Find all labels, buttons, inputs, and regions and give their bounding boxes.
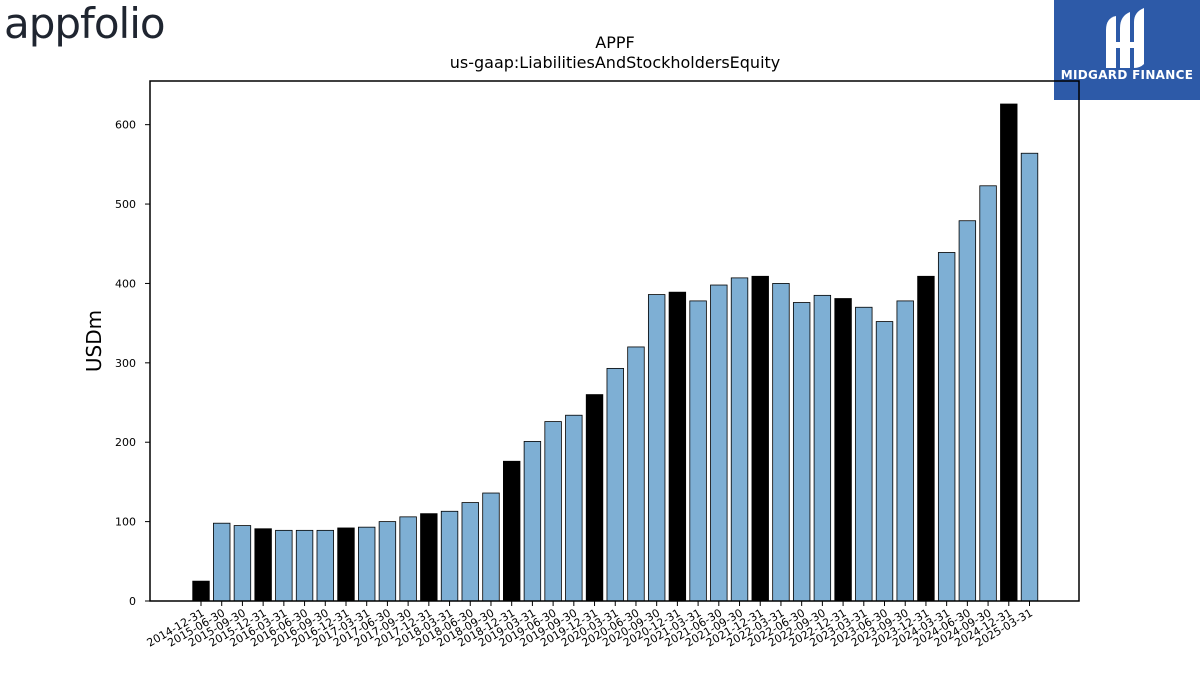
bar-2018-12-31: [502, 460, 521, 602]
bar-2022-12-31: [834, 298, 852, 602]
y-ticks-group: 0 100 200 300 400 500 600: [115, 119, 150, 608]
bars-group: [192, 103, 1039, 602]
chart-title: APPF: [595, 33, 634, 52]
bar-2016-06-30: [295, 529, 314, 602]
bar-2025-03-31: [1020, 152, 1039, 602]
midgard-mark-icon: [1106, 8, 1144, 68]
y-tick-label: 100: [115, 516, 136, 529]
y-tick-label: 300: [115, 357, 136, 370]
bar-2015-06-30: [213, 522, 231, 602]
bar-2024-06-30: [958, 220, 977, 602]
bar-2024-09-30: [979, 185, 997, 602]
bar-2020-09-30: [647, 294, 666, 602]
bar-2024-12-31: [1000, 103, 1018, 602]
bar-2023-12-31: [917, 275, 935, 602]
bar-2020-03-31: [606, 367, 624, 602]
y-tick-label: 0: [129, 595, 136, 608]
bar-2018-09-30: [482, 492, 500, 602]
bar-2022-06-30: [792, 302, 811, 602]
bar-2019-03-31: [523, 441, 542, 602]
bar-2024-03-31: [937, 252, 956, 602]
y-axis-label: USDm: [82, 310, 106, 372]
bar-2022-09-30: [813, 294, 832, 602]
bar-2016-12-31: [337, 527, 355, 602]
chart-subtitle: us-gaap:LiabilitiesAndStockholdersEquity: [450, 53, 781, 72]
bar-2023-03-31: [855, 306, 873, 602]
bar-2018-03-31: [440, 510, 459, 602]
x-ticks-group: 2014-12-312015-06-302015-09-302015-12-31…: [145, 601, 1035, 650]
bar-2015-09-30: [233, 525, 252, 602]
bar-2021-09-30: [730, 277, 749, 602]
y-tick-label: 600: [115, 119, 136, 132]
bar-2021-06-30: [710, 284, 728, 602]
bar-2018-06-30: [461, 502, 479, 602]
bar-2023-06-30: [875, 321, 894, 602]
midgard-logo-text: MIDGARD FINANCE: [1060, 68, 1194, 82]
bar-2019-06-30: [544, 421, 562, 602]
bar-2015-12-31: [254, 528, 272, 602]
bar-2021-12-31: [751, 275, 769, 602]
bar-2017-09-30: [399, 516, 417, 602]
y-tick-label: 200: [115, 436, 136, 449]
appfolio-logo: appfolio: [4, 0, 166, 48]
y-tick-label: 400: [115, 277, 136, 290]
bar-2017-06-30: [378, 521, 397, 602]
plot-frame: [149, 80, 1080, 602]
appfolio-logo-text: appfolio: [4, 0, 166, 48]
bar-2019-09-30: [565, 414, 583, 602]
bar-2016-09-30: [316, 529, 334, 602]
bar-2019-12-31: [585, 394, 604, 602]
bar-2023-09-30: [896, 300, 914, 602]
y-tick-label: 500: [115, 198, 136, 211]
bar-2020-12-31: [668, 291, 687, 602]
bar-2016-03-31: [275, 529, 293, 602]
bar-2021-03-31: [689, 300, 707, 602]
bar-2014-12-31: [192, 580, 210, 602]
bar-2020-06-30: [627, 346, 645, 602]
bar-2017-12-31: [420, 513, 438, 602]
bar-2017-03-31: [358, 526, 376, 602]
bar-2022-03-31: [772, 283, 790, 602]
